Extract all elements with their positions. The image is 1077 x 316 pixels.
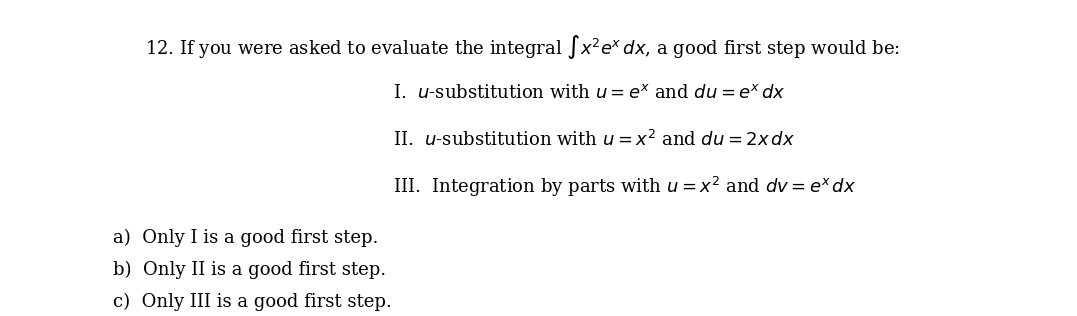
Text: III.  Integration by parts with $u = x^2$ and $dv = e^x\, dx$: III. Integration by parts with $u = x^2$… <box>393 175 856 199</box>
Text: c)  Only III is a good first step.: c) Only III is a good first step. <box>113 292 392 311</box>
Text: 12. If you were asked to evaluate the integral $\int x^2 e^x\, dx$, a good first: 12. If you were asked to evaluate the in… <box>145 33 900 61</box>
Text: II.  $u$-substitution with $u = x^2$ and $du = 2x\, dx$: II. $u$-substitution with $u = x^2$ and … <box>393 130 795 150</box>
Text: a)  Only I is a good first step.: a) Only I is a good first step. <box>113 229 378 247</box>
Text: I.  $u$-substitution with $u = e^x$ and $du = e^x\, dx$: I. $u$-substitution with $u = e^x$ and $… <box>393 84 786 102</box>
Text: b)  Only II is a good first step.: b) Only II is a good first step. <box>113 261 387 279</box>
